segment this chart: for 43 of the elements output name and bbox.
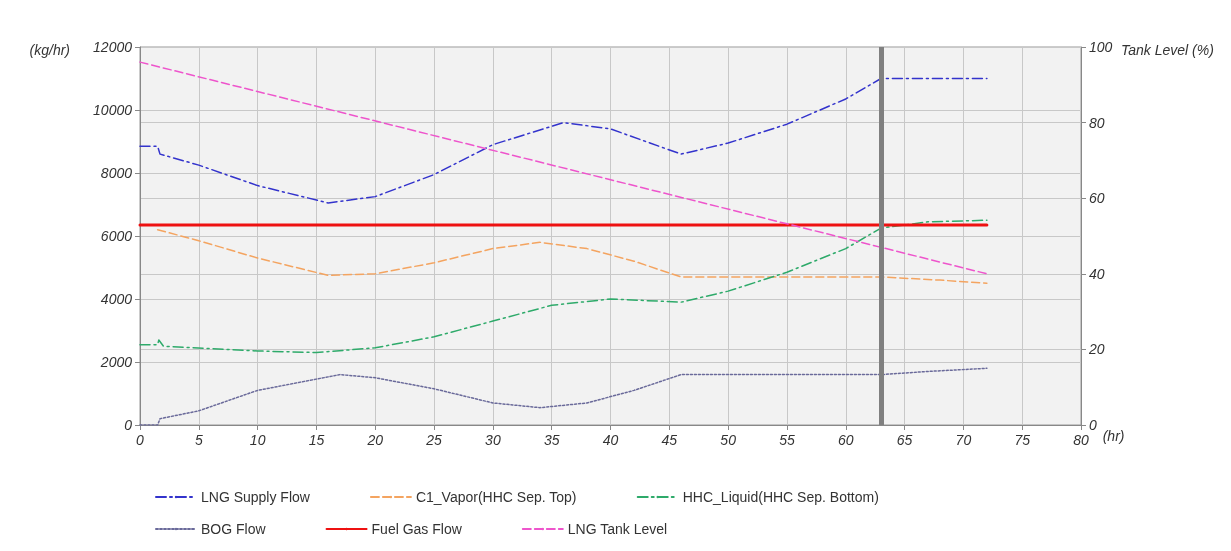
y-tick-label: 8000 <box>100 165 133 181</box>
x-tick-label: 10 <box>249 432 266 448</box>
legend-label: BOG Flow <box>201 521 267 537</box>
legend-label: LNG Supply Flow <box>201 489 311 505</box>
y-tick-label: 0 <box>124 417 133 433</box>
legend-label: LNG Tank Level <box>567 521 668 537</box>
y2-tick-label: 40 <box>1089 265 1105 282</box>
x-tick-label: 40 <box>602 432 619 448</box>
x-tick-label: 80 <box>1073 432 1089 448</box>
legend-label: C1_Vapor(HHC Sep. Top) <box>415 489 577 505</box>
y-tick-label: 6000 <box>100 228 133 244</box>
y-tick-label: 10000 <box>93 102 133 118</box>
x-tick-label: 25 <box>425 432 443 448</box>
y2-tick-label: 20 <box>1088 341 1105 358</box>
x-tick-label: 5 <box>194 432 203 448</box>
x-tick-label: 35 <box>543 432 560 448</box>
x-tick-label: 75 <box>1014 432 1031 448</box>
x-tick-label: 15 <box>308 432 325 448</box>
x-tick-label: 70 <box>955 432 972 448</box>
x-tick-label: 50 <box>720 432 737 448</box>
legend-label: Fuel Gas Flow <box>371 521 463 537</box>
y2-tick-label: 0 <box>1089 417 1097 433</box>
y-tick-label: 12000 <box>93 39 133 55</box>
y-tick-label: 2000 <box>99 354 133 370</box>
x-axis-title: (hr) <box>1102 428 1125 444</box>
y2-tick-label: 60 <box>1089 190 1105 207</box>
line-series <box>139 367 988 426</box>
line-series <box>139 77 988 204</box>
y2-axis-title: Tank Level (%) <box>1121 42 1214 58</box>
x-tick-label: 20 <box>366 432 384 448</box>
y-axis-title: (kg/hr) <box>29 42 70 58</box>
y-tick-label: 4000 <box>100 291 133 307</box>
legend-label: HHC_Liquid(HHC Sep. Bottom) <box>682 489 879 505</box>
x-tick-label: 30 <box>485 432 501 448</box>
line-series <box>156 228 988 284</box>
x-tick-label: 60 <box>837 432 854 448</box>
x-tick-label: 45 <box>661 432 678 448</box>
x-tick-label: 55 <box>779 432 795 448</box>
line-series <box>139 219 988 354</box>
x-tick-label: 65 <box>896 432 913 448</box>
y2-tick-label: 80 <box>1089 114 1105 131</box>
x-tick-label: 0 <box>136 432 145 448</box>
y2-tick-label: 100 <box>1089 39 1113 55</box>
